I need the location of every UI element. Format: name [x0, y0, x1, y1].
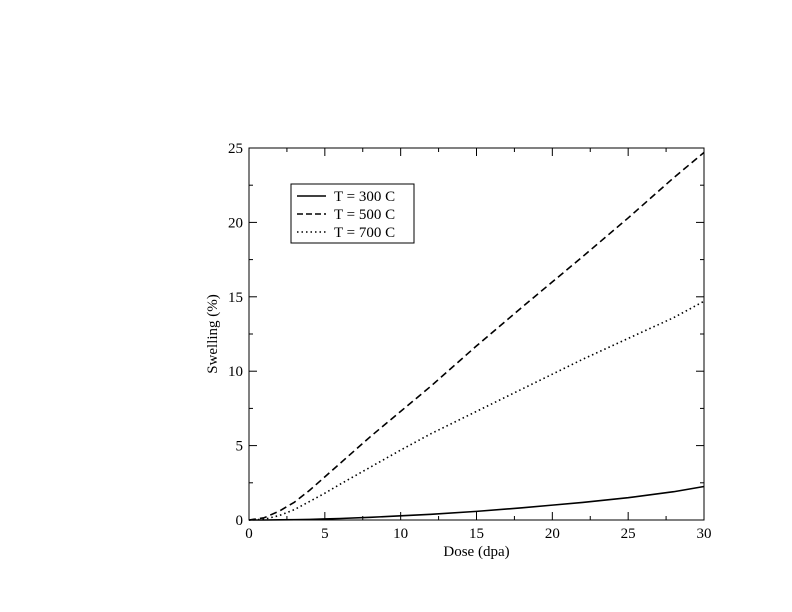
- legend-label-500: T = 500 C: [334, 207, 395, 223]
- y-tick-label: 15: [228, 290, 243, 306]
- x-tick-label: 25: [621, 526, 636, 542]
- x-tick-label: 15: [469, 526, 484, 542]
- y-tick-label: 10: [228, 364, 243, 380]
- series-line-1: [248, 151, 705, 521]
- legend-label-300: T = 300 C: [334, 189, 395, 205]
- axis-ticks: [248, 147, 705, 521]
- y-tick-label: 20: [228, 215, 243, 231]
- legend-label-700: T = 700 C: [334, 225, 395, 241]
- y-tick-label: 5: [236, 439, 244, 455]
- x-tick-label: 20: [545, 526, 560, 542]
- series-line-0: [249, 485, 705, 521]
- x-tick-label: 10: [393, 526, 408, 542]
- x-tick-label: 5: [321, 526, 329, 542]
- series-layer: [248, 151, 705, 521]
- legend: T = 300 C T = 500 C T = 700 C: [290, 183, 415, 244]
- series-line-2: [248, 300, 705, 521]
- x-axis-label: Dose (dpa): [443, 544, 509, 560]
- y-axis-label: Swelling (%): [205, 294, 221, 374]
- tick-labels: 0 5 10 15 20 25 30 0 5 10 15 20 25: [228, 141, 712, 542]
- x-tick-label: 30: [697, 526, 712, 542]
- y-tick-label: 0: [236, 513, 244, 529]
- y-tick-label: 25: [228, 141, 243, 157]
- x-tick-label: 0: [245, 526, 253, 542]
